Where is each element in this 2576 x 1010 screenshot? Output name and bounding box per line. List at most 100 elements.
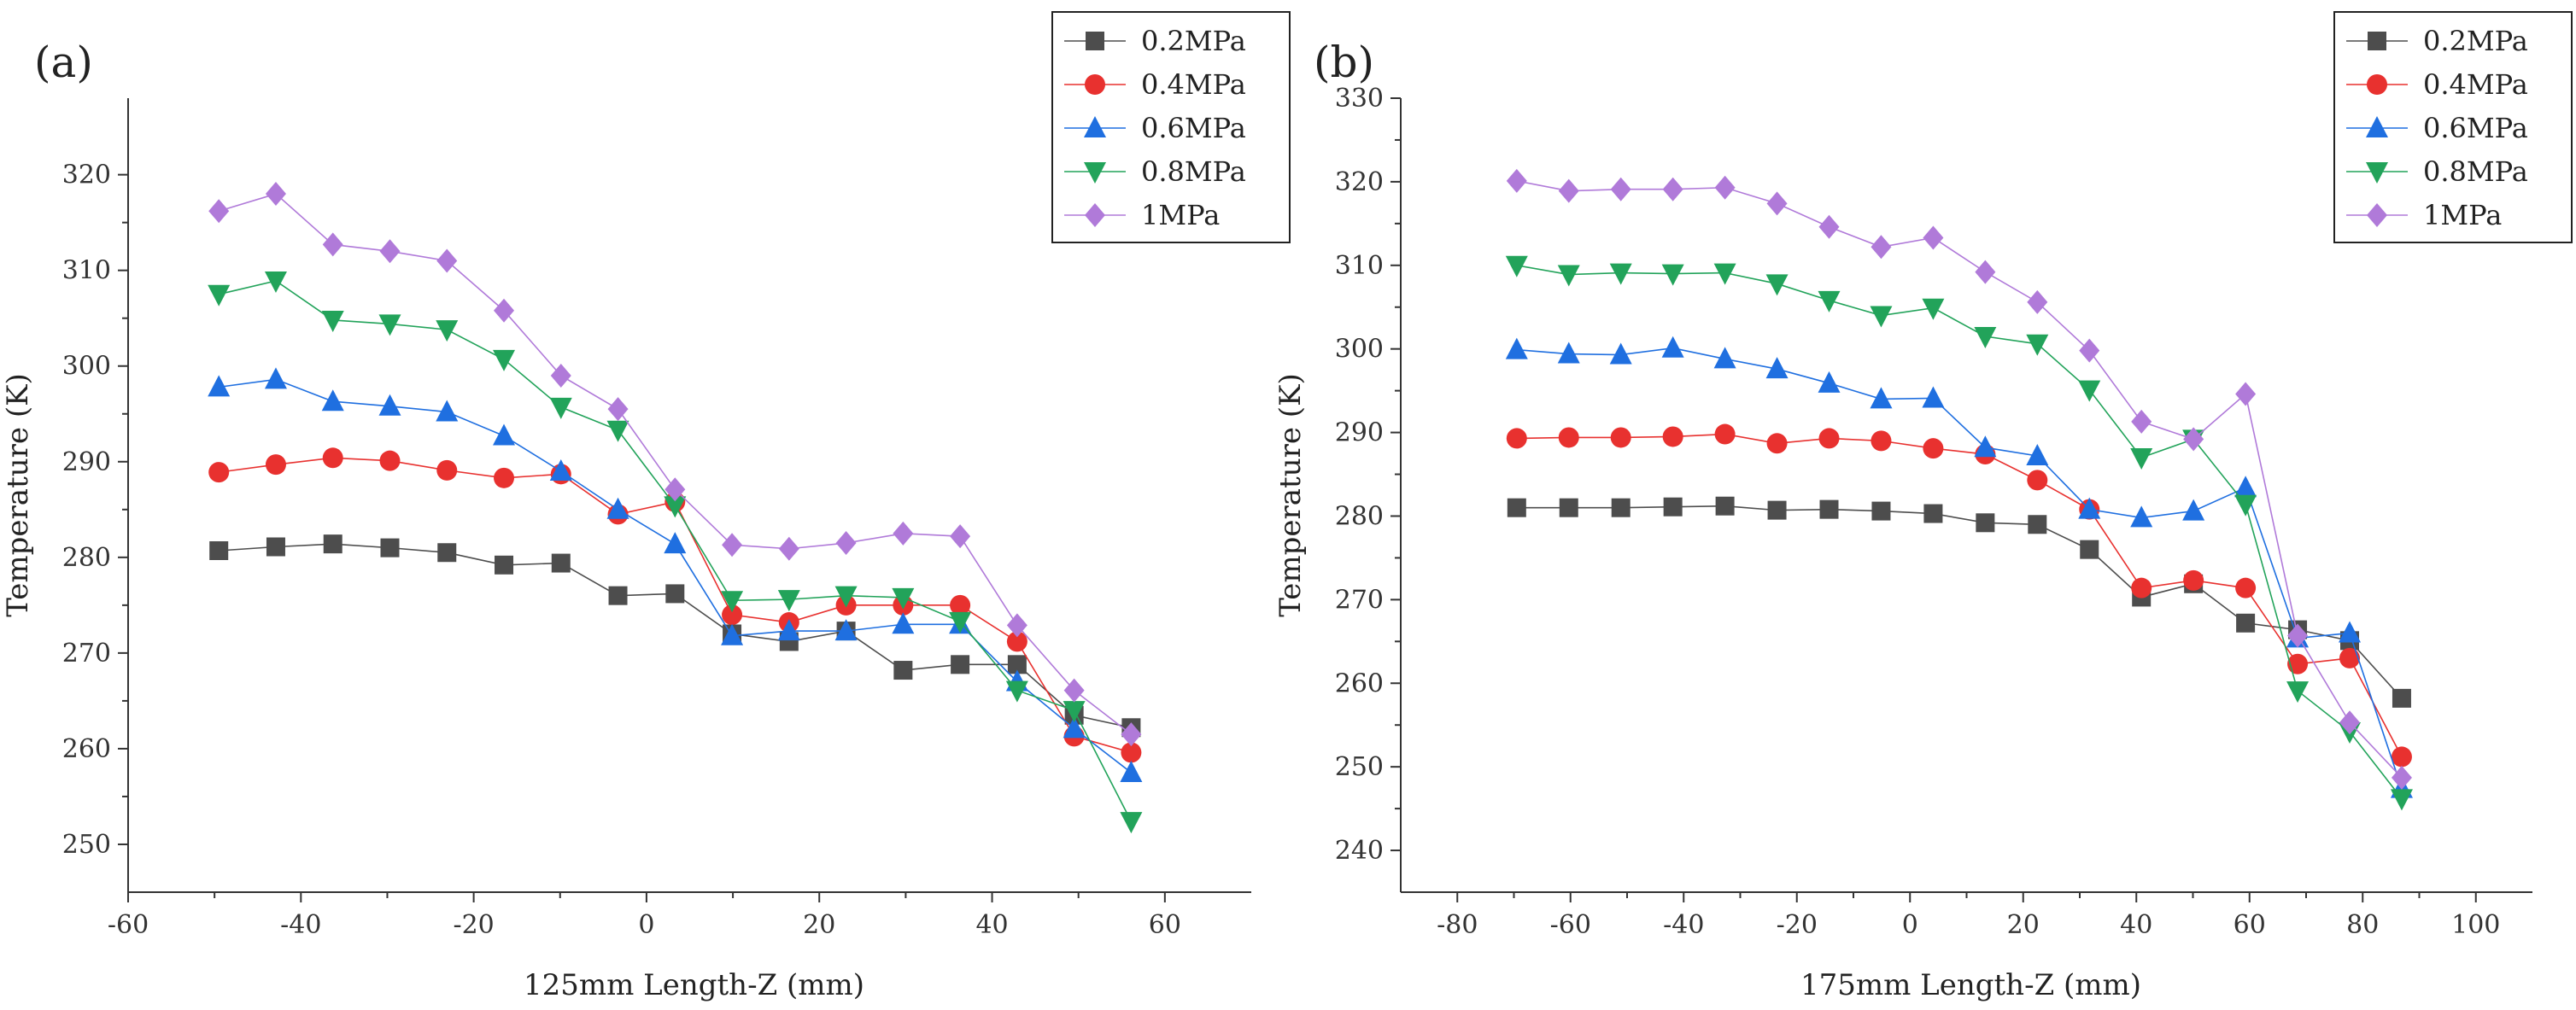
y-axis-title: Temperature (K) xyxy=(1,373,35,616)
data-point xyxy=(264,367,287,389)
data-point xyxy=(321,310,344,332)
data-point xyxy=(950,524,971,549)
data-point xyxy=(1818,290,1841,312)
data-point xyxy=(321,389,344,412)
x-axis-title: 175mm Length-Z (mm) xyxy=(1800,968,2141,1002)
x-tick-label: -40 xyxy=(280,910,321,940)
data-point xyxy=(265,182,286,207)
data-point xyxy=(665,584,685,604)
data-point xyxy=(1767,500,1787,520)
legend: 0.2MPa 0.4MPa 0.6MPa 0.8MPa 1MPa xyxy=(1051,11,1291,243)
data-point xyxy=(2339,647,2361,668)
x-tick-label: 100 xyxy=(2451,910,2500,940)
data-point xyxy=(1558,427,1579,448)
data-point xyxy=(2392,688,2411,708)
data-point xyxy=(266,537,285,557)
legend-marker xyxy=(1084,162,1106,184)
data-point xyxy=(493,423,516,446)
legend-marker xyxy=(2367,74,2387,95)
data-point xyxy=(436,400,459,422)
data-point xyxy=(1557,342,1580,364)
data-point xyxy=(322,232,343,257)
data-point xyxy=(2391,765,2412,790)
legend-marker xyxy=(2368,32,2386,50)
data-point xyxy=(1505,337,1528,359)
data-point xyxy=(2131,409,2152,434)
data-point xyxy=(892,587,915,610)
data-point xyxy=(1818,371,1841,393)
data-point xyxy=(892,612,915,634)
data-point xyxy=(208,375,231,397)
data-point xyxy=(1714,175,1736,200)
x-tick-label: -20 xyxy=(1777,910,1818,940)
data-point xyxy=(2130,447,2153,470)
y-tick-label: 290 xyxy=(62,447,111,477)
data-point xyxy=(551,553,571,573)
x-tick-label: 40 xyxy=(2120,910,2152,940)
legend-label: 1MPa xyxy=(1141,199,1220,231)
data-point xyxy=(1507,498,1526,517)
x-tick-label: -60 xyxy=(1550,910,1591,940)
data-point xyxy=(951,655,970,674)
series-line xyxy=(1516,180,2403,779)
data-point xyxy=(2078,497,2101,519)
data-point xyxy=(549,458,572,481)
series-0.4MPa xyxy=(1506,423,2412,768)
data-point xyxy=(2079,338,2100,363)
data-point xyxy=(1975,260,1996,284)
data-point xyxy=(893,661,913,680)
data-point xyxy=(2026,334,2049,356)
data-point xyxy=(1765,274,1789,296)
data-point xyxy=(1505,255,1528,277)
data-point xyxy=(494,467,515,488)
data-point xyxy=(493,349,516,371)
data-point xyxy=(322,447,343,469)
data-point xyxy=(265,454,286,476)
y-tick-label: 310 xyxy=(62,256,111,286)
data-point xyxy=(1662,177,1683,201)
data-point xyxy=(607,397,629,422)
data-point xyxy=(2182,499,2205,521)
x-tick-label: 60 xyxy=(2234,910,2266,940)
data-point xyxy=(2027,470,2048,491)
legend-label: 0.2MPa xyxy=(2423,25,2528,57)
series-line xyxy=(1516,347,2403,789)
data-point xyxy=(1610,427,1631,448)
data-point xyxy=(1611,498,1630,517)
x-tick-label: 20 xyxy=(2007,910,2040,940)
data-point xyxy=(2183,427,2204,452)
y-tick-label: 240 xyxy=(1335,836,1384,866)
data-point xyxy=(664,532,687,554)
y-tick-label: 260 xyxy=(62,734,111,764)
data-point xyxy=(1663,497,1683,517)
data-point xyxy=(2131,577,2152,598)
data-point xyxy=(209,540,229,560)
chart-panel-b: (b) -80 -60 -40 -20 0 20 40 60 80 100 240 250 260 270 2… xyxy=(1273,11,2573,1002)
data-point xyxy=(550,363,571,388)
y-tick-label: 280 xyxy=(1335,501,1384,531)
data-point xyxy=(1662,426,1683,447)
data-point xyxy=(2236,613,2256,633)
data-point xyxy=(893,521,914,546)
data-point xyxy=(1976,513,1995,533)
x-tick-label: -40 xyxy=(1663,910,1704,940)
data-point xyxy=(1713,263,1736,285)
data-point xyxy=(2235,577,2257,598)
data-point xyxy=(323,534,342,554)
data-point xyxy=(494,298,515,323)
data-point xyxy=(2339,710,2361,735)
data-point xyxy=(549,397,572,419)
data-point xyxy=(1005,680,1028,703)
data-point xyxy=(2391,746,2412,768)
data-point xyxy=(380,538,400,558)
data-point xyxy=(379,450,401,471)
x-tick-label: 60 xyxy=(1149,910,1181,940)
data-point xyxy=(1715,496,1735,516)
y-tick-label: 280 xyxy=(62,543,111,573)
data-point xyxy=(1871,501,1891,521)
data-point xyxy=(949,611,972,633)
series-line xyxy=(219,378,1132,774)
x-tick-label: 0 xyxy=(638,910,654,940)
y-tick-label: 260 xyxy=(1335,668,1384,698)
